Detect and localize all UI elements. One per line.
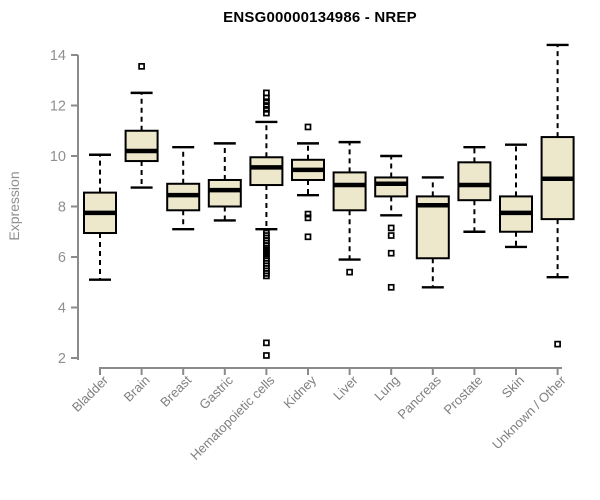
iqr-box: [332, 171, 367, 212]
outlier-point: [263, 272, 270, 280]
outlier-point: [554, 340, 561, 348]
y-tick-label: 14: [50, 48, 66, 64]
outlier-point: [263, 105, 270, 113]
outlier-point: [387, 249, 395, 257]
category-label: Skin: [499, 373, 527, 401]
box-group: [249, 89, 284, 359]
box-group: [415, 176, 450, 289]
category-label: Pancreas: [394, 372, 444, 422]
category-label: Gastric: [196, 372, 236, 412]
iqr-box: [124, 129, 159, 163]
y-tick-label: 4: [58, 301, 66, 317]
box-group: [124, 63, 159, 189]
y-tick-label: 12: [50, 99, 66, 115]
iqr-box: [207, 178, 242, 208]
y-tick-label: 8: [58, 200, 66, 216]
outlier-point: [387, 283, 395, 291]
category-label: Kidney: [280, 372, 319, 411]
outlier-point: [304, 233, 312, 241]
outlier-point: [387, 232, 395, 239]
box-group: [499, 143, 533, 249]
outlier-point: [138, 63, 145, 70]
box-group: [291, 123, 325, 241]
category-label: Breast: [157, 372, 194, 409]
iqr-box: [457, 161, 492, 202]
category-label: Lung: [371, 373, 402, 404]
outlier-point: [263, 352, 270, 359]
chart-title: ENSG00000134986 - NREP: [223, 9, 417, 26]
box-group: [332, 140, 367, 276]
category-label: Brain: [121, 373, 153, 405]
outlier-point: [304, 123, 312, 131]
box-group: [540, 43, 575, 348]
box-group: [374, 154, 409, 291]
y-axis-label: Expression: [6, 171, 22, 241]
outlier-point: [263, 339, 270, 347]
outlier-point: [387, 224, 395, 232]
outlier-point: [263, 94, 270, 102]
category-label: Unknown / Other: [489, 372, 569, 452]
y-tick-label: 10: [50, 149, 66, 165]
box-group: [166, 145, 201, 231]
outlier-point: [346, 268, 353, 276]
category-label: Liver: [330, 372, 361, 403]
box-group: [83, 153, 117, 281]
y-tick-label: 2: [58, 351, 66, 367]
outlier-point: [304, 214, 312, 222]
box-group: [457, 145, 492, 233]
y-tick-label: 6: [58, 250, 66, 266]
category-label: Prostate: [441, 373, 486, 418]
outlier-point: [263, 109, 270, 117]
box-group: [207, 142, 242, 222]
category-label: Bladder: [69, 372, 112, 415]
iqr-box: [374, 176, 409, 198]
outlier-point: [304, 210, 312, 218]
outlier-point: [263, 102, 270, 109]
iqr-box: [249, 156, 284, 187]
outlier-point: [263, 98, 270, 106]
